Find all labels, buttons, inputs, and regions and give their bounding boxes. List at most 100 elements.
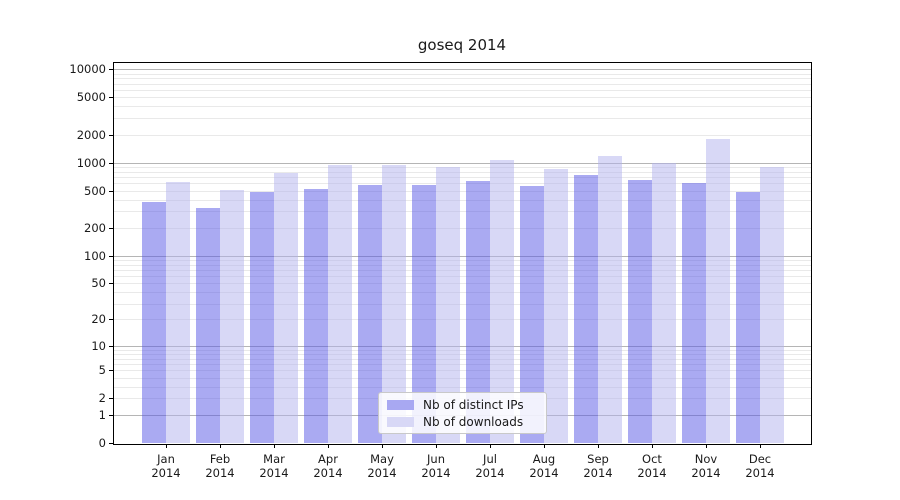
gridline-major (114, 163, 811, 164)
y-tick-label: 10000 (69, 62, 106, 77)
x-tick-label-year: 2014 (745, 466, 775, 480)
bar-distinct-ips (142, 201, 166, 443)
gridline-minor (114, 387, 811, 388)
y-tick-mark (109, 346, 113, 347)
bar-distinct-ips (196, 207, 220, 443)
gridline-major (114, 256, 811, 257)
bar-downloads (274, 173, 298, 443)
gridline-minor (114, 265, 811, 266)
y-tick-mark (109, 443, 113, 444)
gridline-minor (114, 74, 811, 75)
y-tick-label: 500 (84, 183, 106, 198)
x-tick-label-year: 2014 (529, 466, 559, 480)
y-tick-mark (109, 415, 113, 416)
y-tick-label: 5 (98, 363, 106, 378)
gridline-minor (114, 319, 811, 320)
gridline-minor (114, 228, 811, 229)
x-tick-mark (598, 444, 599, 448)
x-tick-label-month: Mar (263, 452, 285, 466)
legend-label-downloads: Nb of downloads (423, 414, 524, 429)
bar-downloads (220, 189, 244, 443)
x-tick-label-year: 2014 (151, 466, 181, 480)
y-tick-label: 1000 (76, 155, 106, 170)
bar-downloads (760, 167, 784, 443)
x-tick-label-month: Dec (748, 452, 772, 466)
x-tick-mark (220, 444, 221, 448)
x-tick-mark (166, 444, 167, 448)
gridline-minor (114, 200, 811, 201)
legend-swatch-distinct-ips (387, 399, 414, 410)
x-tick-label-year: 2014 (259, 466, 289, 480)
bar-distinct-ips (736, 191, 760, 443)
gridline-minor (114, 211, 811, 212)
y-tick-mark (109, 370, 113, 371)
gridline-minor (114, 292, 811, 293)
legend-swatch-downloads (387, 416, 414, 427)
y-tick-mark (109, 319, 113, 320)
chart-title: goseq 2014 (417, 36, 507, 54)
gridline-minor (114, 97, 811, 98)
x-tick-label-month: Jul (483, 452, 497, 466)
bar-distinct-ips (250, 191, 274, 443)
bar-downloads (598, 156, 622, 443)
x-tick-label-month: Sep (587, 452, 609, 466)
bar-distinct-ips (574, 174, 598, 443)
gridline-minor (114, 167, 811, 168)
gridline-minor (114, 177, 811, 178)
y-tick-label: 200 (84, 220, 106, 235)
y-tick-label: 20 (91, 312, 106, 327)
legend: Nb of distinct IPs Nb of downloads (378, 392, 547, 434)
bar-downloads (652, 162, 676, 443)
x-tick-label-year: 2014 (691, 466, 721, 480)
x-tick-label-year: 2014 (637, 466, 667, 480)
y-tick-mark (109, 256, 113, 257)
x-tick-label-year: 2014 (367, 466, 397, 480)
bar-downloads (328, 164, 352, 443)
gridline-major (114, 69, 811, 70)
y-tick-label: 1 (98, 407, 106, 422)
y-tick-label: 5000 (76, 90, 106, 105)
gridline-minor (114, 276, 811, 277)
x-tick-mark (436, 444, 437, 448)
x-tick-mark (328, 444, 329, 448)
legend-label-distinct-ips: Nb of distinct IPs (423, 397, 524, 412)
y-tick-mark (109, 69, 113, 70)
bar-distinct-ips (682, 183, 706, 443)
gridline-minor (114, 191, 811, 192)
y-tick-label: 0 (98, 436, 106, 450)
x-tick-label-year: 2014 (421, 466, 451, 480)
y-tick-mark (109, 135, 113, 136)
gridline-minor (114, 84, 811, 85)
gridline-minor (114, 304, 811, 305)
y-tick-label: 100 (84, 248, 106, 263)
y-tick-mark (109, 398, 113, 399)
x-tick-label-month: Apr (318, 452, 338, 466)
gridline-minor (114, 90, 811, 91)
gridline-minor (114, 78, 811, 79)
gridline-minor (114, 283, 811, 284)
bar-distinct-ips (628, 180, 652, 443)
gridline-minor (114, 183, 811, 184)
x-tick-label-month: Aug (532, 452, 556, 466)
bar-downloads (166, 182, 190, 443)
gridline-minor (114, 364, 811, 365)
gridline-minor (114, 354, 811, 355)
gridline-minor (114, 135, 811, 136)
y-tick-label: 10 (91, 338, 106, 353)
gridline-minor (114, 359, 811, 360)
x-tick-label-year: 2014 (313, 466, 343, 480)
gridline-minor (114, 270, 811, 271)
gridline-minor (114, 172, 811, 173)
bar-downloads (706, 138, 730, 443)
legend-item-downloads: Nb of downloads (379, 415, 546, 429)
x-tick-label-month: Nov (694, 452, 718, 466)
gridline-minor (114, 106, 811, 107)
x-tick-mark (490, 444, 491, 448)
y-tick-label: 2 (98, 391, 106, 406)
legend-item-distinct-ips: Nb of distinct IPs (379, 398, 546, 412)
y-tick-mark (109, 283, 113, 284)
x-tick-label-month: Jun (427, 452, 445, 466)
x-tick-mark (706, 444, 707, 448)
y-tick-mark (109, 97, 113, 98)
